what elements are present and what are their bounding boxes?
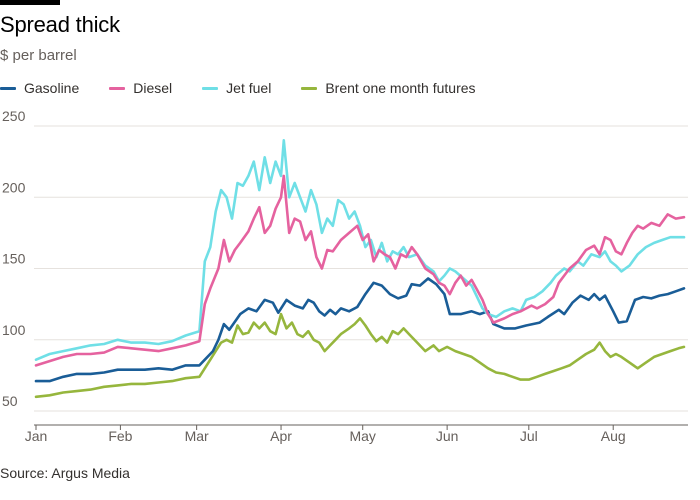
legend-label-diesel: Diesel [133,80,173,96]
y-tick-label: 100 [2,322,26,338]
series-line-gasoline [34,277,686,383]
legend-item-brent: Brent one month futures [301,80,476,96]
legend-swatch-jet-fuel [202,86,219,90]
legend-swatch-brent [301,86,318,90]
source-note: Source: Argus Media [0,465,130,481]
legend-label-jet-fuel: Jet fuel [226,80,272,96]
legend-label-gasoline: Gasoline [24,80,80,96]
line-chart: 50 100 150 200 250 Jan Feb Mar Apr May Jun Jul Aug [2,108,688,444]
chart-title: Spread thick [0,12,120,37]
x-axis: Jan Feb Mar Apr May Jun Jul Aug [25,424,688,444]
chart-subtitle: $ per barrel [0,47,77,64]
series-lines [34,139,686,399]
x-tick-label: Aug [601,428,626,444]
legend-swatch-diesel [109,86,126,90]
series-line-diesel [34,174,686,367]
y-tick-label: 200 [2,179,26,195]
series-line-brent-one-month-futures [34,312,686,399]
legend-label-brent: Brent one month futures [325,80,476,96]
x-tick-label: Apr [270,428,292,444]
legend-swatch-gasoline [0,86,16,90]
gridlines [34,125,688,412]
y-axis-labels: 50 100 150 200 250 [2,108,26,409]
x-tick-label: Jul [520,428,538,444]
y-tick-label: 250 [2,108,26,124]
legend-item-gasoline: Gasoline [0,80,79,96]
x-tick-label: Mar [185,428,209,444]
x-tick-label: Jun [436,428,459,444]
x-tick-label: May [349,428,375,444]
legend: Gasoline Diesel Jet fuel Brent one month… [0,80,506,96]
x-tick-label: Jan [25,428,48,444]
legend-item-jet-fuel: Jet fuel [202,80,271,96]
y-tick-label: 150 [2,251,26,267]
legend-item-diesel: Diesel [109,80,172,96]
series-line-jet-fuel [34,139,686,361]
x-tick-label: Feb [108,428,132,444]
brand-bar [0,0,60,5]
y-tick-label: 50 [2,393,18,409]
